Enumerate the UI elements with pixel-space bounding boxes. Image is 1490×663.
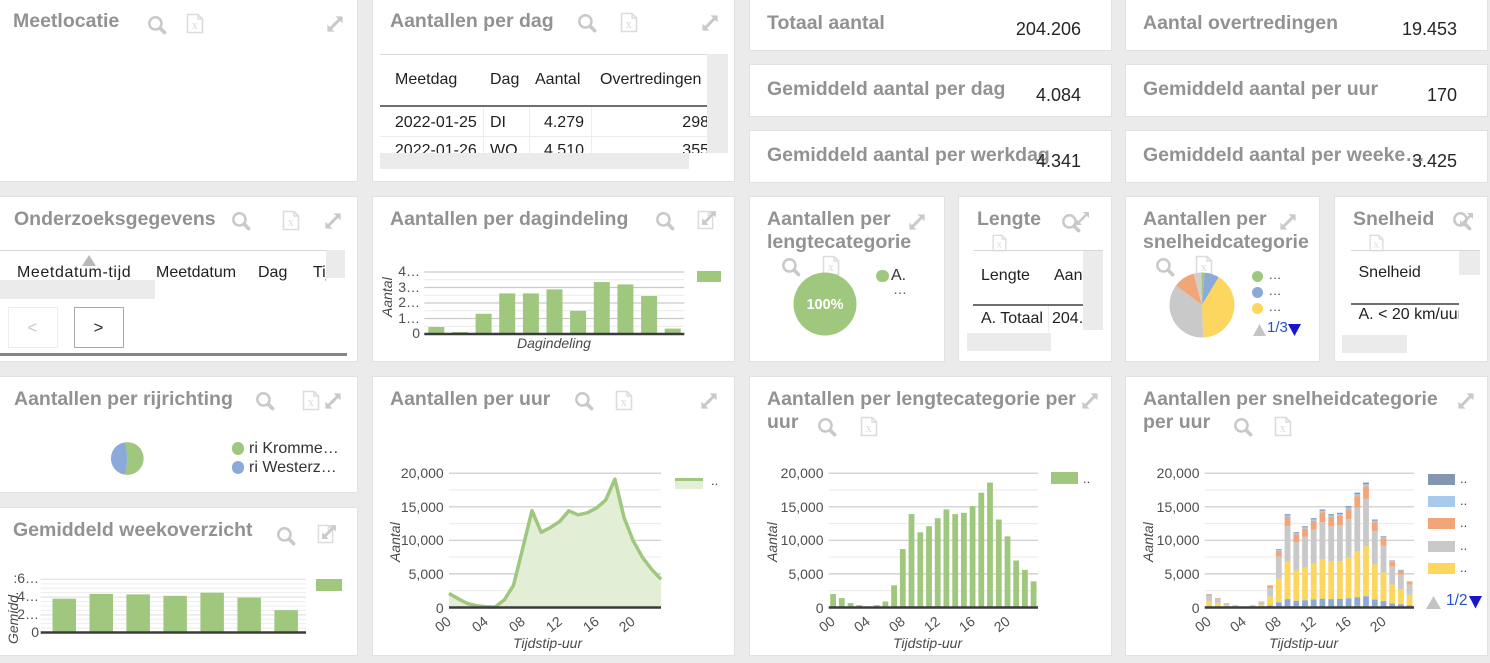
svg-text:x: x [626, 17, 633, 31]
svg-text:x: x [997, 240, 1003, 251]
svg-text:x: x [866, 421, 873, 435]
svg-text:x: x [621, 395, 628, 409]
svg-text:x: x [308, 395, 315, 409]
svg-text:100%: 100% [806, 297, 843, 313]
svg-text:x: x [828, 260, 835, 274]
svg-text:x: x [1374, 240, 1380, 251]
svg-text:x: x [1280, 421, 1287, 435]
svg-text:x: x [288, 215, 295, 229]
svg-text:x: x [192, 18, 199, 32]
svg-text:x: x [1201, 260, 1208, 274]
